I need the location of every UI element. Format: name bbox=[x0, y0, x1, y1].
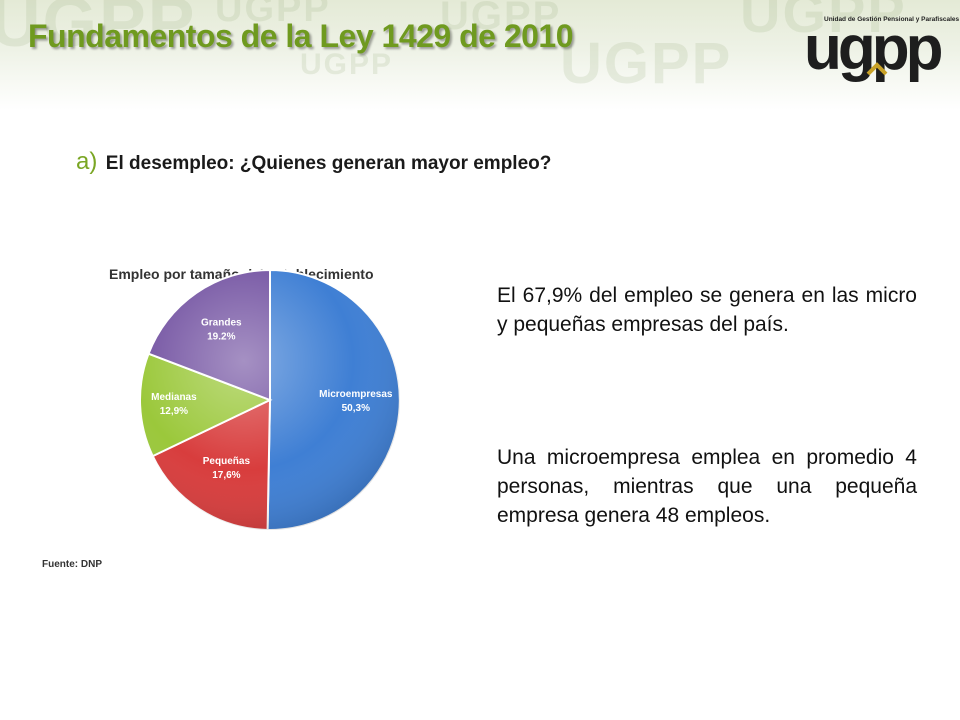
pie-labels: Microempresas 50,3% Pequeñas 17,6% Medianas 1… bbox=[151, 317, 393, 481]
slice-value-medianas: 12,9% bbox=[160, 406, 188, 417]
watermark-6: UGPP bbox=[740, 0, 907, 44]
paragraph-secondary: Una microempresa emplea en promedio 4 pe… bbox=[497, 446, 917, 527]
watermark-2: UGPP bbox=[215, 0, 331, 30]
slice-value-grandes: 19.2% bbox=[207, 331, 235, 342]
watermark-1: UGPP bbox=[0, 0, 197, 61]
slice-label-medianas: Medianas bbox=[151, 392, 197, 403]
slice-value-pequenas: 17,6% bbox=[212, 470, 240, 481]
pie-chart-svg: Empleo por tamaño del establecimiento Mi… bbox=[30, 240, 470, 585]
slice-label-microempresas: Microempresas bbox=[319, 389, 393, 400]
slide-title: Fundamentos de la Ley 1429 de 2010 bbox=[28, 18, 574, 54]
pie-chart: Empleo por tamaño del establecimiento Mi… bbox=[30, 240, 470, 585]
slice-label-pequenas: Pequeñas bbox=[203, 456, 251, 467]
chart-source: Fuente: DNP bbox=[42, 559, 102, 570]
ugpp-logo: Unidad de Gestión Pensional y Parafiscal… bbox=[800, 14, 959, 80]
chevron-icon bbox=[866, 62, 888, 76]
slice-label-grandes: Grandes bbox=[201, 317, 242, 328]
subtitle: a) El desempleo: ¿Quienes generan mayor … bbox=[76, 148, 551, 176]
pie-shine bbox=[140, 270, 400, 530]
paragraph-main: El 67,9% del empleo se genera en las mic… bbox=[497, 284, 917, 336]
header-band bbox=[0, 0, 960, 110]
watermark-5: UGPP bbox=[560, 31, 733, 96]
logo-tagline: Unidad de Gestión Pensional y Parafiscal… bbox=[824, 16, 960, 23]
watermark-4: UGPP bbox=[440, 0, 562, 38]
watermark-3: UGPP bbox=[300, 48, 394, 81]
subtitle-text: El desempleo: ¿Quienes generan mayor emp… bbox=[105, 153, 552, 174]
subtitle-letter: a) bbox=[76, 148, 98, 175]
slice-value-microempresas: 50,3% bbox=[342, 403, 370, 414]
